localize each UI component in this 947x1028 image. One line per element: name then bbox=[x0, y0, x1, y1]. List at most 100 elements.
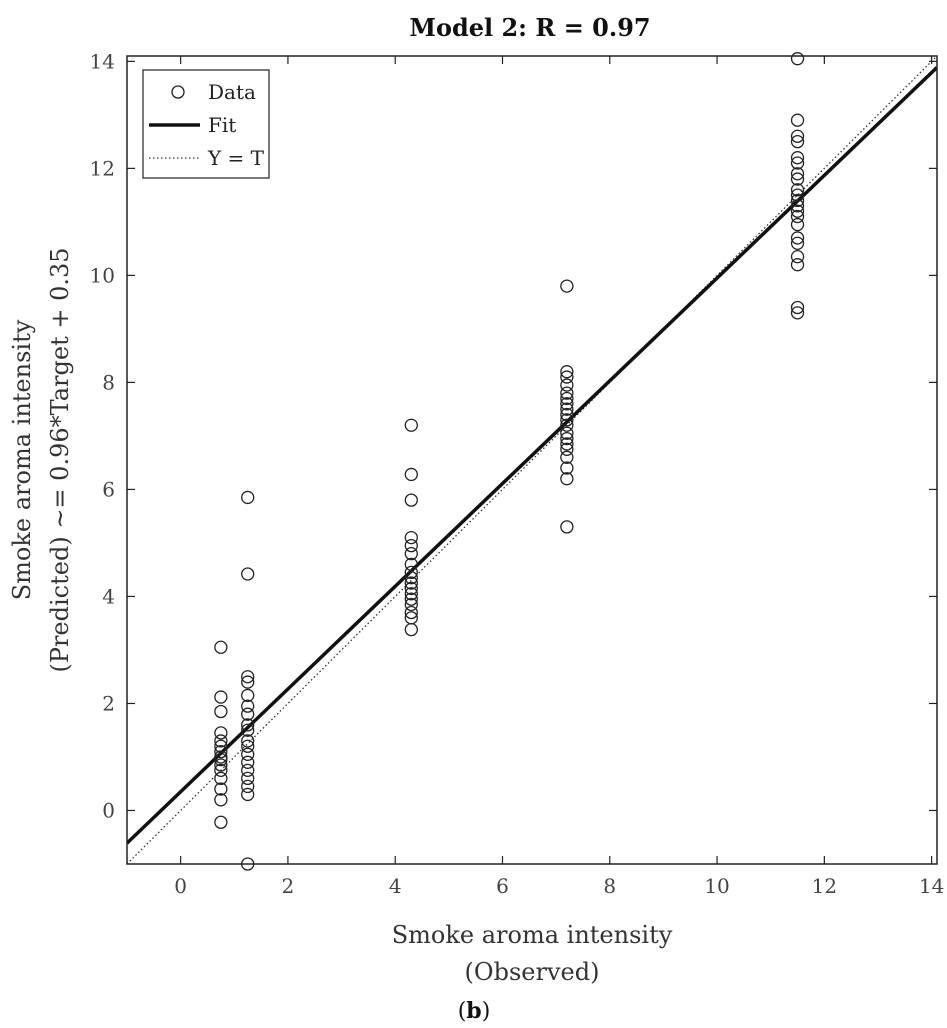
y-axis-label-line1: Smoke aroma intensity bbox=[8, 319, 36, 600]
data-point bbox=[560, 378, 574, 392]
data-point bbox=[241, 567, 255, 581]
data-point bbox=[214, 739, 228, 753]
data-point bbox=[241, 787, 255, 802]
data-point bbox=[241, 763, 255, 778]
data-point bbox=[790, 134, 805, 149]
data-point bbox=[560, 397, 574, 411]
legend-data-marker bbox=[171, 85, 185, 99]
data-point bbox=[790, 113, 805, 127]
data-point bbox=[560, 461, 574, 475]
data-point bbox=[241, 779, 255, 794]
x-tick-label: 6 bbox=[496, 874, 509, 898]
data-point bbox=[790, 204, 805, 218]
data-point bbox=[241, 747, 255, 761]
data-point bbox=[790, 250, 805, 264]
data-point bbox=[560, 407, 574, 422]
data-points bbox=[214, 52, 805, 871]
x-tick-label: 8 bbox=[603, 874, 616, 898]
data-point bbox=[214, 734, 228, 748]
x-tick-label: 2 bbox=[282, 874, 295, 898]
data-point bbox=[560, 391, 574, 406]
data-point bbox=[790, 209, 805, 224]
y-tick-label: 14 bbox=[90, 49, 115, 73]
data-point bbox=[790, 183, 805, 197]
y-tick-label: 6 bbox=[102, 477, 115, 501]
data-point bbox=[404, 597, 418, 612]
data-point bbox=[560, 431, 574, 446]
x-tick-label: 14 bbox=[919, 874, 944, 898]
data-point bbox=[560, 437, 574, 451]
y-tick-label: 2 bbox=[102, 691, 115, 715]
data-point bbox=[214, 763, 228, 778]
data-point bbox=[790, 258, 805, 272]
axis-ticks: 0 2 4 6 8 10 12 14 0 2 4 6 8 10 12 14 bbox=[90, 49, 945, 898]
panel-letter: b bbox=[466, 998, 481, 1024]
data-point bbox=[404, 557, 418, 571]
data-point bbox=[560, 402, 574, 416]
data-point bbox=[790, 236, 805, 250]
data-point bbox=[790, 306, 805, 320]
plot-frame bbox=[126, 55, 938, 865]
data-point bbox=[241, 675, 255, 689]
x-axis-label-line2: (Observed) bbox=[465, 958, 600, 986]
data-point bbox=[790, 199, 805, 213]
fit-line bbox=[127, 66, 937, 845]
data-point bbox=[404, 467, 418, 482]
data-point bbox=[560, 472, 574, 486]
data-point bbox=[404, 622, 418, 637]
data-point bbox=[404, 565, 418, 580]
data-point bbox=[404, 546, 418, 561]
data-point bbox=[241, 718, 255, 732]
data-point bbox=[790, 172, 805, 186]
data-point bbox=[790, 156, 805, 170]
data-point bbox=[560, 442, 574, 456]
data-point bbox=[404, 605, 418, 620]
legend-data-label: Data bbox=[208, 80, 256, 104]
x-axis-label-line1: Smoke aroma intensity bbox=[392, 921, 673, 949]
data-point bbox=[790, 52, 805, 66]
data-point bbox=[241, 490, 255, 505]
legend: Data Fit Y = T bbox=[142, 69, 270, 179]
data-point bbox=[790, 188, 805, 202]
data-point bbox=[790, 151, 805, 165]
data-point bbox=[404, 418, 418, 432]
data-point bbox=[214, 726, 228, 740]
data-point bbox=[790, 300, 805, 315]
data-point bbox=[214, 782, 228, 796]
legend-yt-label: Y = T bbox=[207, 146, 265, 170]
data-point bbox=[560, 279, 574, 293]
data-point bbox=[560, 365, 574, 379]
data-point bbox=[241, 739, 255, 753]
data-point bbox=[241, 723, 255, 737]
data-point bbox=[560, 370, 574, 384]
data-point bbox=[790, 193, 805, 208]
data-point bbox=[560, 413, 574, 427]
y-tick-label: 8 bbox=[102, 370, 115, 394]
data-point bbox=[214, 793, 228, 807]
y-tick-label: 12 bbox=[90, 156, 115, 180]
data-point bbox=[241, 707, 255, 721]
data-point bbox=[404, 581, 418, 596]
data-point bbox=[790, 129, 805, 143]
data-point bbox=[560, 418, 574, 432]
data-point bbox=[404, 493, 418, 507]
data-point bbox=[241, 670, 255, 684]
data-point bbox=[214, 758, 228, 772]
data-point bbox=[790, 167, 805, 181]
legend-fit-label: Fit bbox=[208, 113, 236, 137]
data-point bbox=[560, 386, 574, 400]
x-tick-label: 0 bbox=[174, 874, 187, 898]
data-point bbox=[214, 771, 228, 786]
panel-label: (b) bbox=[458, 998, 491, 1024]
data-point bbox=[790, 217, 805, 232]
data-point bbox=[404, 587, 418, 601]
chart-title: Model 2: R = 0.97 bbox=[409, 13, 650, 42]
data-point bbox=[241, 688, 255, 703]
y-tick-label: 4 bbox=[102, 584, 115, 608]
data-point bbox=[241, 771, 255, 786]
plot-area bbox=[127, 52, 937, 871]
x-tick-label: 12 bbox=[812, 874, 837, 898]
x-tick-label: 10 bbox=[704, 874, 729, 898]
data-point bbox=[214, 744, 228, 759]
data-point bbox=[404, 592, 418, 606]
